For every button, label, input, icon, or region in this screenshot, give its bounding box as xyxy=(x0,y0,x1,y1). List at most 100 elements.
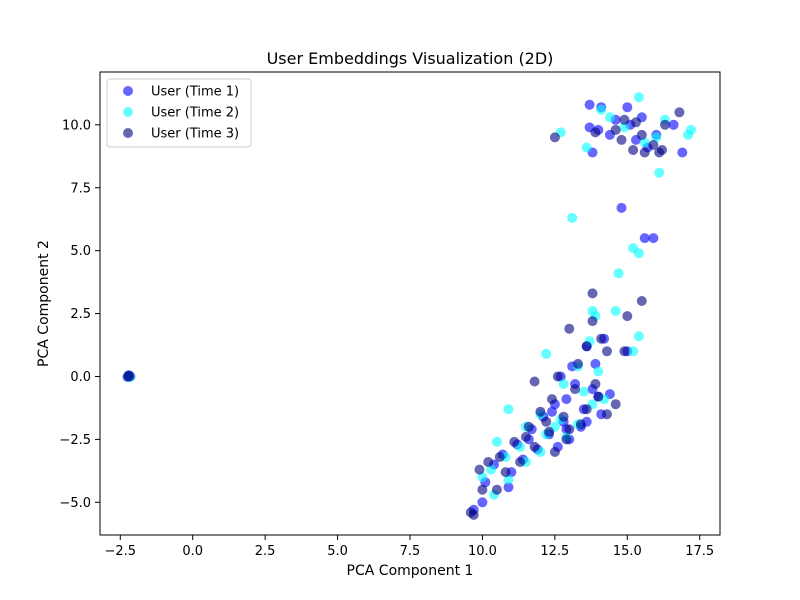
point-series-3-5 xyxy=(660,119,670,130)
point-series-3-11 xyxy=(628,145,639,155)
y-tick-label: −5.0 xyxy=(59,496,91,511)
point-series-3-32 xyxy=(581,404,592,415)
point-series-3-10 xyxy=(648,140,659,150)
point-series-3-54 xyxy=(520,431,531,442)
point-series-3-16 xyxy=(587,288,598,299)
point-series-3-13 xyxy=(639,147,650,158)
point-series-3-24 xyxy=(619,346,630,357)
point-series-3-29 xyxy=(593,391,604,402)
x-tick-label: −2.5 xyxy=(104,544,136,559)
point-series-2-42 xyxy=(486,464,497,475)
point-series-3-21 xyxy=(596,333,607,344)
point-series-3-1 xyxy=(123,370,134,381)
point-series-2-8 xyxy=(683,129,694,140)
point-series-3-36 xyxy=(523,421,534,432)
point-series-3-30 xyxy=(610,399,621,410)
point-series-3-48 xyxy=(491,484,502,495)
point-series-2-30 xyxy=(503,404,514,415)
point-series-2-43 xyxy=(503,474,514,485)
y-axis-label: PCA Component 2 xyxy=(36,240,52,367)
point-series-1-50 xyxy=(477,497,488,508)
legend-box xyxy=(106,78,252,148)
legend-marker-time-3 xyxy=(123,128,133,138)
x-tick-label: 0.0 xyxy=(182,544,203,559)
y-tick-label: 2.5 xyxy=(70,307,91,322)
point-series-2-13 xyxy=(651,132,662,143)
point-series-3-23 xyxy=(602,346,612,357)
point-series-3-20 xyxy=(564,323,575,334)
point-series-1-21 xyxy=(648,233,659,244)
point-series-1-25 xyxy=(590,358,601,369)
point-series-3-28 xyxy=(570,384,581,395)
point-series-3-22 xyxy=(581,341,592,352)
point-series-3-44 xyxy=(483,457,494,467)
x-axis-label: PCA Component 1 xyxy=(347,563,474,579)
point-series-3-2 xyxy=(674,107,685,118)
y-axis: −5.0 −2.5 0.0 2.5 5.0 7.5 10.0 xyxy=(59,118,100,511)
x-axis: −2.5 0.0 2.5 5.0 7.5 10.0 12.5 15.0 17.5 xyxy=(104,535,714,559)
point-series-3-4 xyxy=(631,117,641,128)
point-series-3-25 xyxy=(573,358,583,369)
point-series-3-7 xyxy=(610,124,621,135)
point-series-3-37 xyxy=(544,426,555,437)
point-series-2-27 xyxy=(558,379,569,389)
point-series-3-35 xyxy=(575,419,586,430)
x-tick-label: 17.5 xyxy=(685,544,714,559)
x-tick-label: 12.5 xyxy=(540,544,569,559)
point-series-3-41 xyxy=(549,447,560,457)
point-series-2-9 xyxy=(581,142,592,153)
point-series-3-38 xyxy=(561,434,572,445)
legend-label-time-1: User (Time 1) xyxy=(151,85,239,100)
point-series-3-17 xyxy=(636,296,647,306)
legend-label-time-2: User (Time 2) xyxy=(151,106,239,121)
point-series-3-45 xyxy=(474,464,485,475)
point-series-3-27 xyxy=(529,376,540,387)
point-series-2-17 xyxy=(613,268,624,279)
legend-marker-time-2 xyxy=(123,107,133,117)
point-series-1-20 xyxy=(639,233,650,244)
point-series-2-4 xyxy=(604,112,615,123)
point-series-3-9 xyxy=(549,132,560,143)
x-tick-label: 10.0 xyxy=(468,544,497,559)
point-series-3-19 xyxy=(587,316,598,327)
point-series-2-37 xyxy=(491,436,502,447)
y-tick-label: 0.0 xyxy=(70,370,91,385)
x-tick-label: 7.5 xyxy=(400,544,421,559)
points-layer xyxy=(122,92,696,520)
point-series-1-49 xyxy=(503,482,514,493)
point-series-2-12 xyxy=(619,122,630,133)
point-series-2-3 xyxy=(596,104,607,115)
point-series-3-26 xyxy=(552,371,563,382)
point-series-3-31 xyxy=(547,394,557,405)
point-series-3-3 xyxy=(619,114,630,125)
point-series-2-19 xyxy=(610,306,621,316)
point-series-3-52 xyxy=(564,424,575,435)
point-series-3-47 xyxy=(477,484,488,495)
legend-label-time-3: User (Time 3) xyxy=(151,127,239,142)
point-series-1-31 xyxy=(561,394,572,405)
y-tick-label: −2.5 xyxy=(59,433,91,448)
point-series-3-53 xyxy=(541,416,552,427)
point-series-3-6 xyxy=(590,127,601,138)
x-tick-label: 15.0 xyxy=(613,544,642,559)
legend: User (Time 1) User (Time 2) User (Time 3… xyxy=(106,78,252,148)
legend-marker-time-1 xyxy=(123,86,133,96)
point-series-1-16 xyxy=(677,147,688,158)
point-series-3-40 xyxy=(529,441,540,452)
x-tick-label: 5.0 xyxy=(327,544,348,559)
point-series-3-15 xyxy=(654,147,665,158)
point-series-2-23 xyxy=(628,346,639,357)
point-series-3-43 xyxy=(515,457,526,467)
point-series-3-33 xyxy=(535,406,546,417)
point-series-3-55 xyxy=(590,379,601,389)
point-series-3-14 xyxy=(616,134,627,145)
point-series-3-18 xyxy=(622,311,633,322)
point-series-2-26 xyxy=(593,366,604,377)
point-series-2-11 xyxy=(654,167,665,178)
point-series-1-13 xyxy=(668,119,679,130)
point-series-2-28 xyxy=(578,386,589,397)
point-series-3-34 xyxy=(558,411,569,422)
point-series-1-4 xyxy=(584,99,595,110)
point-series-1-54 xyxy=(547,406,557,417)
